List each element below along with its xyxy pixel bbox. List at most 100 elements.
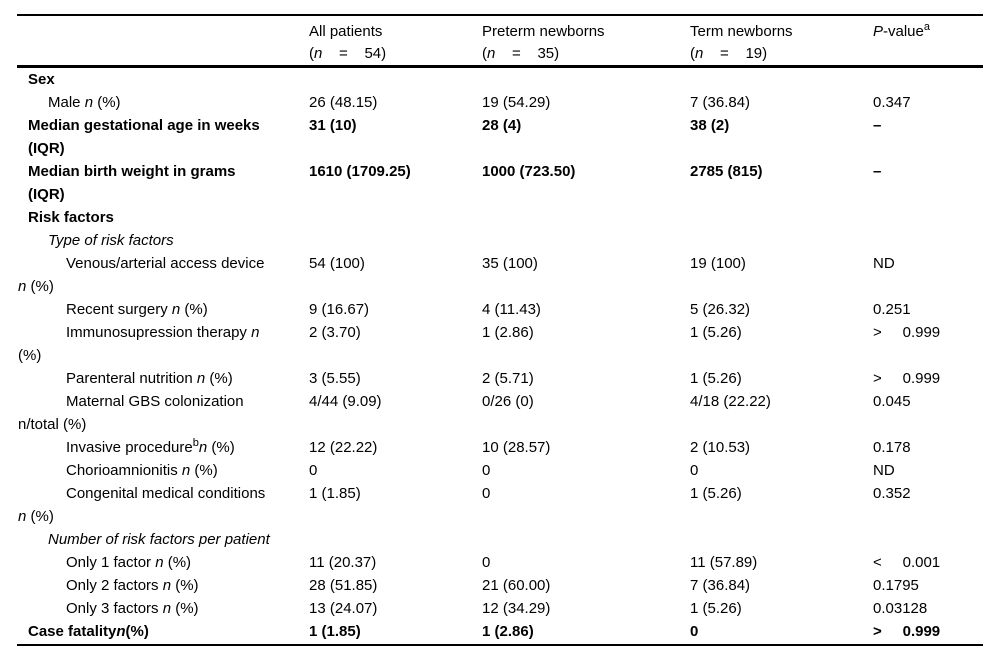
text-segment: (%) <box>26 278 54 295</box>
cell-preterm-newborns: 35 (100) <box>482 255 538 272</box>
text-segment: n <box>695 45 704 62</box>
row-label: Immunosupression therapy n (%) <box>17 321 309 367</box>
cell-all-patients: 13 (24.07) <box>309 600 378 617</box>
text-segment: = 35) <box>495 45 560 62</box>
cell-p-value: 0.352 <box>873 485 911 502</box>
cell-p-value: > 0.999 <box>873 370 941 387</box>
cell-preterm-newborns: 19 (54.29) <box>482 94 551 111</box>
cell-all-patients: 2 (3.70) <box>309 324 361 341</box>
text-segment: n <box>196 370 206 387</box>
cell-all-patients: 54 (100) <box>309 255 365 272</box>
row-label: Congenital medical conditions n (%) <box>17 482 309 528</box>
text-segment: = 19) <box>703 45 768 62</box>
cell-all-patients: 1 (1.85) <box>309 485 361 502</box>
cell-term-newborns: 0 <box>690 623 699 640</box>
cell-preterm-newborns: 0 <box>482 462 491 479</box>
row-label: Only 1 factor n (%) <box>17 551 309 574</box>
cell-p-value: 0.251 <box>873 301 911 318</box>
text-segment: (%) <box>18 347 42 364</box>
cell-term-newborns: 1 (5.26) <box>690 600 742 617</box>
cell-all-patients: 28 (51.85) <box>309 577 378 594</box>
row-label: Only 3 factors n (%) <box>17 597 309 620</box>
cell-term-newborns: 1 (5.26) <box>690 370 742 387</box>
cell-preterm-newborns: 1 (2.86) <box>482 623 534 640</box>
cell-term-newborns: 4/18 (22.22) <box>690 393 771 410</box>
cell-p-value: < 0.001 <box>873 554 941 571</box>
table-row: Invasive procedurebn (%) 12 (22.22) 10 (28… <box>17 436 983 459</box>
cell-all-patients: 9 (16.67) <box>309 301 370 318</box>
cell-all-patients: 26 (48.15) <box>309 94 378 111</box>
text-segment: (%) <box>26 508 54 525</box>
table-row: Congenital medical conditions n (%) 1 (1.… <box>17 482 983 528</box>
text-segment: n <box>181 462 191 479</box>
cell-preterm-newborns: 1 (2.86) <box>482 324 534 341</box>
text-segment: Congenital medical conditions <box>66 485 266 502</box>
table-header-row: All patients (n = 54) Preterm newborns (n… <box>17 14 983 68</box>
column-header-all-patients: All patients (n = 54) <box>309 21 482 65</box>
cell-preterm-newborns: 10 (28.57) <box>482 439 551 456</box>
cell-term-newborns: 1 (5.26) <box>690 324 742 341</box>
text-segment: Chorioamnionitis <box>66 462 182 479</box>
text-segment: Recent surgery <box>66 301 172 318</box>
text-segment: (%) <box>93 94 121 111</box>
row-label: Invasive procedurebn (%) <box>17 436 309 459</box>
text-segment: n <box>155 554 164 571</box>
cell-p-value: – <box>873 163 882 180</box>
text-segment: n <box>84 94 94 111</box>
cell-preterm-newborns: 0 <box>482 485 491 502</box>
row-label: Case fatalityn(%) <box>17 620 309 643</box>
footnote-marker: a <box>923 21 930 33</box>
cell-term-newborns: 19 (100) <box>690 255 746 272</box>
cell-term-newborns: 1 (5.26) <box>690 485 742 502</box>
table-row: Maternal GBS colonization n/total (%) 4/4… <box>17 390 983 436</box>
text-segment: n <box>162 577 172 594</box>
cell-preterm-newborns: 12 (34.29) <box>482 600 551 617</box>
table-body: Sex Male n (%) 26 (48.15) 19 (54.29) 7 (36.8… <box>17 68 983 646</box>
table-row: Only 2 factors n (%) 28 (51.85) 21 (60.00)… <box>17 574 983 597</box>
text-segment: (%) <box>180 301 208 318</box>
text-segment: All patients ( <box>309 23 383 62</box>
text-segment: Only 1 factor <box>66 554 156 571</box>
text-segment: n <box>487 45 496 62</box>
cell-all-patients: 1 (1.85) <box>309 623 361 640</box>
cell-p-value: – <box>873 117 882 134</box>
cell-all-patients: 31 (10) <box>309 117 357 134</box>
text-segment: Median birth weight in grams (IQR) <box>28 163 236 203</box>
footnote-marker: b <box>192 437 199 449</box>
row-label: Median gestational age in weeks (IQR) <box>17 114 309 160</box>
row-label: Male n (%) <box>17 91 309 114</box>
text-segment: Only 2 factors <box>66 577 163 594</box>
cell-term-newborns: 5 (26.32) <box>690 301 751 318</box>
text-segment: n <box>116 623 126 640</box>
text-segment: (%) <box>171 600 199 617</box>
cell-preterm-newborns: 0/26 (0) <box>482 393 534 410</box>
table-row: Median gestational age in weeks (IQR) 31 … <box>17 114 983 160</box>
cell-preterm-newborns: 4 (11.43) <box>482 301 541 318</box>
column-header-preterm-newborns: Preterm newborns (n = 35) <box>482 21 690 65</box>
cell-all-patients: 1610 (1709.25) <box>309 163 411 180</box>
cell-p-value: 0.1795 <box>873 577 919 594</box>
table-row: Only 1 factor n (%) 11 (20.37) 0 11 (57.89)… <box>17 551 983 574</box>
text-segment: Invasive procedure <box>66 439 193 456</box>
cell-p-value: 0.03128 <box>873 600 928 617</box>
text-segment: n <box>198 439 208 456</box>
table-row: Type of risk factors <box>17 229 983 252</box>
text-segment: Immunosupression therapy <box>66 324 252 341</box>
cell-preterm-newborns: 2 (5.71) <box>482 370 534 387</box>
row-label: Risk factors <box>17 206 309 229</box>
text-segment: Median gestational age in weeks (IQR) <box>28 117 260 157</box>
cell-all-patients: 4/44 (9.09) <box>309 393 382 410</box>
table-row: Chorioamnionitis n (%) 0 0 0 ND <box>17 459 983 482</box>
text-segment: (%) <box>207 439 235 456</box>
cell-term-newborns: 38 (2) <box>690 117 730 134</box>
table-row: Sex <box>17 68 983 91</box>
cell-all-patients: 12 (22.22) <box>309 439 378 456</box>
text-segment: n <box>18 278 27 295</box>
cell-preterm-newborns: 28 (4) <box>482 117 522 134</box>
row-label: Maternal GBS colonization n/total (%) <box>17 390 309 436</box>
row-label: Recent surgery n (%) <box>17 298 309 321</box>
text-segment: n <box>18 508 27 525</box>
table-row: Number of risk factors per patient <box>17 528 983 551</box>
text-segment: Term newborns ( <box>690 23 793 62</box>
text-segment: Risk factors <box>28 209 114 226</box>
